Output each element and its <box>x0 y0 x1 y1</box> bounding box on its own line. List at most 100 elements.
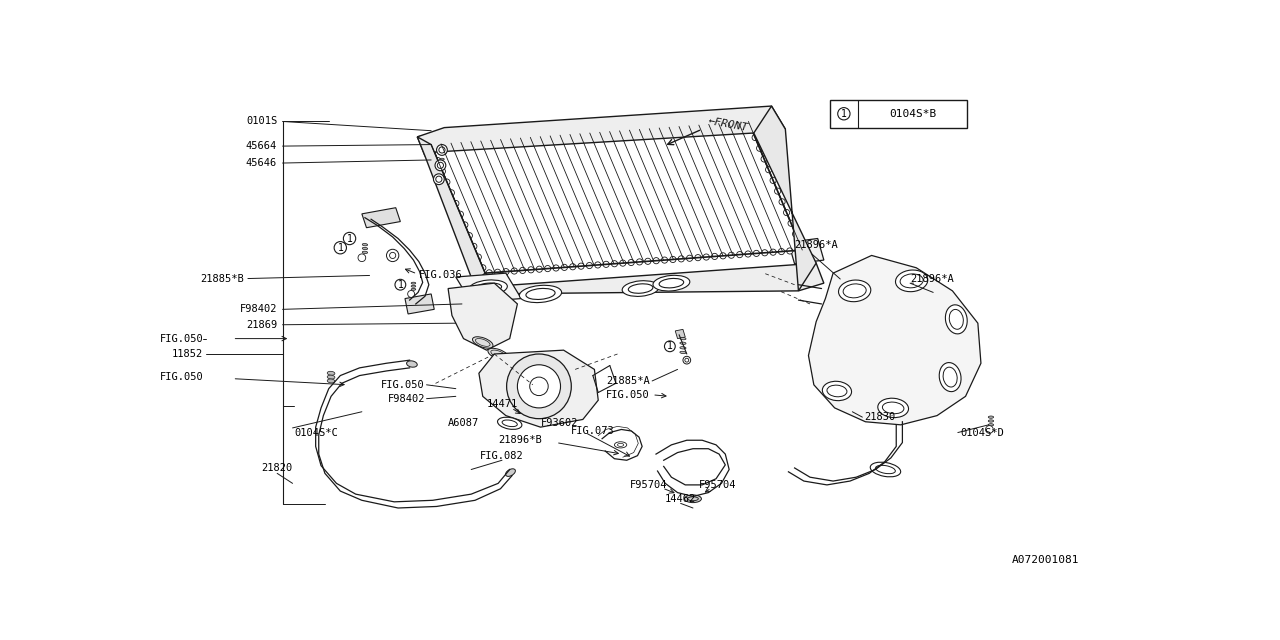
Circle shape <box>778 248 785 255</box>
Circle shape <box>471 243 477 250</box>
Circle shape <box>780 199 785 205</box>
Text: 0104S*B: 0104S*B <box>888 109 936 119</box>
Circle shape <box>675 124 681 130</box>
Circle shape <box>986 426 993 433</box>
Text: 21820: 21820 <box>261 463 293 473</box>
Circle shape <box>536 266 543 272</box>
Circle shape <box>686 255 692 261</box>
Text: 45646: 45646 <box>246 158 278 168</box>
Circle shape <box>448 189 454 196</box>
Circle shape <box>669 257 676 262</box>
Circle shape <box>449 140 456 146</box>
Circle shape <box>407 291 415 298</box>
Text: FIG.050: FIG.050 <box>607 390 650 400</box>
Text: ←FRONT: ←FRONT <box>707 116 749 133</box>
Text: 11852: 11852 <box>172 349 204 359</box>
Text: 1: 1 <box>347 234 352 243</box>
Ellipse shape <box>680 337 686 340</box>
Polygon shape <box>754 106 817 291</box>
Circle shape <box>466 139 472 145</box>
Ellipse shape <box>328 379 335 383</box>
Text: 0104S*D: 0104S*D <box>960 428 1004 438</box>
Text: FIG.050: FIG.050 <box>160 333 204 344</box>
Circle shape <box>516 135 522 141</box>
Circle shape <box>435 157 442 164</box>
Ellipse shape <box>870 462 901 477</box>
Text: 21885*B: 21885*B <box>200 273 244 284</box>
Circle shape <box>754 250 759 257</box>
Circle shape <box>582 130 589 136</box>
Circle shape <box>797 242 803 248</box>
Circle shape <box>787 248 792 254</box>
Circle shape <box>712 253 718 259</box>
Circle shape <box>595 262 600 268</box>
Text: F93602: F93602 <box>540 419 579 428</box>
Circle shape <box>457 211 463 218</box>
Ellipse shape <box>988 424 993 426</box>
Circle shape <box>486 270 493 276</box>
Text: FIG.073: FIG.073 <box>571 426 616 436</box>
Ellipse shape <box>685 495 701 502</box>
Circle shape <box>762 250 768 256</box>
Circle shape <box>666 124 672 131</box>
Text: 21896*A: 21896*A <box>795 239 838 250</box>
Circle shape <box>708 121 714 127</box>
Ellipse shape <box>622 281 659 296</box>
Circle shape <box>724 120 731 126</box>
Circle shape <box>499 136 506 143</box>
Circle shape <box>490 137 497 143</box>
Text: 21869: 21869 <box>246 320 278 330</box>
Ellipse shape <box>988 416 993 419</box>
Circle shape <box>494 269 500 275</box>
Polygon shape <box>676 330 685 339</box>
Circle shape <box>524 134 530 141</box>
Ellipse shape <box>680 347 686 349</box>
Circle shape <box>503 269 509 275</box>
Circle shape <box>444 179 451 185</box>
Circle shape <box>579 263 584 269</box>
Circle shape <box>434 174 444 184</box>
Ellipse shape <box>503 360 524 371</box>
Circle shape <box>474 138 480 144</box>
Circle shape <box>632 127 639 132</box>
Circle shape <box>641 126 648 132</box>
Circle shape <box>358 254 366 262</box>
Polygon shape <box>809 255 980 425</box>
Text: 0101S: 0101S <box>246 116 278 127</box>
Ellipse shape <box>468 280 507 296</box>
Ellipse shape <box>614 442 627 448</box>
Ellipse shape <box>328 371 335 375</box>
Circle shape <box>532 134 539 140</box>
Circle shape <box>745 251 751 257</box>
Circle shape <box>753 134 758 141</box>
Circle shape <box>511 268 517 274</box>
Circle shape <box>527 267 534 273</box>
Ellipse shape <box>878 398 909 417</box>
Circle shape <box>774 188 781 194</box>
Circle shape <box>765 166 772 173</box>
Circle shape <box>682 123 689 129</box>
Circle shape <box>837 108 850 120</box>
Circle shape <box>736 252 742 258</box>
Ellipse shape <box>498 417 522 429</box>
Circle shape <box>771 177 776 184</box>
Ellipse shape <box>653 275 690 291</box>
Ellipse shape <box>680 342 686 344</box>
Polygon shape <box>456 273 521 303</box>
Circle shape <box>691 122 698 129</box>
Polygon shape <box>474 268 507 294</box>
Circle shape <box>462 222 468 228</box>
Circle shape <box>741 118 748 125</box>
Circle shape <box>540 133 547 140</box>
Circle shape <box>457 140 463 145</box>
Circle shape <box>658 125 664 131</box>
Text: F95704: F95704 <box>699 480 736 490</box>
Polygon shape <box>404 294 434 314</box>
Ellipse shape <box>680 351 686 354</box>
Polygon shape <box>431 122 803 273</box>
Circle shape <box>553 265 559 271</box>
Polygon shape <box>417 131 452 156</box>
Circle shape <box>748 124 754 130</box>
Circle shape <box>625 127 631 133</box>
Ellipse shape <box>411 289 416 291</box>
